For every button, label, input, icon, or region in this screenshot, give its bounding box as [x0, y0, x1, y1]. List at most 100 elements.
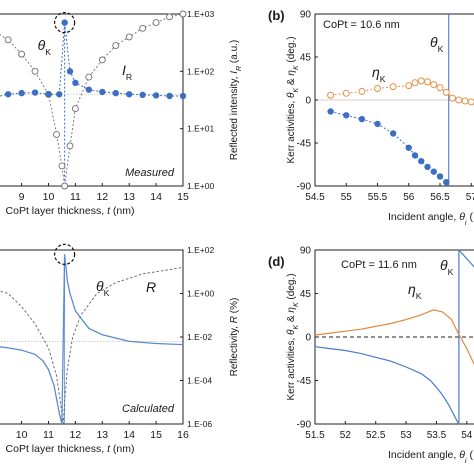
series-ir-point	[139, 24, 147, 32]
y-tick-label: 90	[300, 10, 312, 21]
x-tick-label: 11	[70, 191, 81, 203]
series-ir-point	[4, 36, 12, 44]
x-tick-label: 12	[96, 191, 108, 203]
series-ir-point	[66, 142, 74, 150]
series-thetak-point	[179, 92, 187, 100]
y-right-axis-label-part: R	[236, 66, 243, 71]
x-tick-label: 53	[401, 430, 413, 441]
y-axis-label-part: Kerr activities,	[286, 98, 297, 164]
series-ir-point	[18, 50, 26, 58]
series-thetak-point	[18, 89, 25, 97]
x-tick-label: 54	[461, 430, 473, 441]
x-tick-label: 10	[43, 191, 55, 203]
series-etak-point	[389, 83, 397, 91]
y-axis-label: Kerr activities, θK & ηK (deg.)	[286, 36, 300, 163]
series-thetak-point	[405, 144, 412, 151]
series-etak-point	[467, 98, 474, 106]
series-thetak-line	[330, 111, 450, 187]
thetak-series-label: θK	[96, 278, 110, 298]
series-thetak-line	[0, 22, 183, 97]
y-axis-label-part: θ	[286, 92, 297, 98]
panel-b-title: CoPt = 10.6 nm	[323, 19, 400, 31]
ir-series-label: IR	[122, 62, 132, 82]
series-etak-point	[405, 82, 413, 90]
series-thetak-point	[436, 173, 444, 180]
x-axis-label-part: i	[465, 456, 467, 465]
x-axis-label-part: CoPt layer thickness,	[6, 443, 108, 455]
y-right-tick-label: 1.E+01	[187, 124, 214, 134]
x-tick-label: 13	[123, 191, 135, 203]
x-tick-label: 15	[177, 191, 189, 203]
annotation-measured: Measured	[125, 167, 175, 179]
x-axis-label: CoPt layer thickness, t (nm)	[6, 443, 135, 455]
series-thetak-line	[0, 254, 184, 425]
y-right-tick-label: 1.E-02	[187, 332, 212, 342]
y-right-axis-label: Reflectivity, R (%)	[229, 298, 240, 377]
series-thetak-point	[125, 91, 133, 98]
panel-measured-thickness: 891011121314151.E+001.E+011.E+021.E+03Me…	[0, 9, 243, 217]
x-tick-label: 51.5	[305, 430, 325, 441]
series-ir-point	[85, 73, 93, 81]
y-tick-label: -45	[297, 139, 312, 150]
series-thetak-point	[389, 130, 397, 137]
y-right-axis-label-part: (a.u.)	[229, 40, 240, 66]
y-axis-label-part: &	[286, 76, 297, 88]
series-etak-point	[327, 91, 335, 99]
x-axis-label: Incident angle, θi (	[388, 211, 473, 227]
y-axis-label: Kerr activities, θK & ηK (deg.)	[286, 273, 300, 400]
series-etak-point	[424, 78, 431, 86]
y-axis-label-part: Kerr activities,	[286, 335, 297, 401]
panel-d-title: CoPt = 11.6 nm	[341, 259, 417, 271]
series-etak-point	[430, 81, 438, 89]
plot-frame	[0, 249, 184, 425]
series-thetak-point	[418, 157, 425, 165]
y-right-tick-label: 1.E-06	[187, 419, 212, 429]
series-etak-point	[461, 97, 469, 105]
series-etak-point	[417, 77, 425, 85]
x-axis-label-part: t	[107, 205, 111, 217]
series-thetak-point	[85, 86, 93, 93]
y-axis-label-part: (deg.)	[286, 273, 297, 302]
x-tick-label: 14	[123, 429, 135, 441]
series-thetak-point	[424, 163, 431, 171]
series-thetak-point	[152, 92, 160, 99]
series-ir-point	[53, 130, 61, 138]
series-thetak-point	[31, 89, 39, 96]
x-tick-label: 56.5	[430, 192, 450, 203]
y-axis-label-part: η	[286, 307, 297, 313]
x-tick-label: 13	[96, 429, 108, 441]
series-r-line	[0, 266, 184, 425]
plot-frame	[0, 13, 184, 187]
y-axis-label-part: θ	[286, 329, 297, 335]
x-tick-label: 53.5	[427, 430, 447, 441]
x-tick-label: 10	[16, 429, 28, 441]
y-right-axis-label-part: Reflectivity,	[229, 323, 240, 376]
x-tick-label: 55	[341, 192, 353, 203]
panel-calculated-thickness: 9101112131415161.E-061.E-041.E-021.E+001…	[0, 243, 240, 455]
series-thetak-point	[56, 91, 63, 98]
y-axis-label-part: K	[293, 302, 300, 307]
series-thetak-point	[430, 168, 437, 175]
thetak-series-label: θK	[440, 257, 454, 277]
y-right-axis-label-part: R	[229, 316, 240, 323]
series-thetak-tail	[458, 249, 474, 268]
series-ir-point	[61, 182, 69, 190]
x-axis-label-part: (nm)	[110, 443, 135, 455]
etak-series-label: ηK	[372, 64, 386, 84]
series-ir-point	[152, 19, 160, 27]
series-etak-point	[442, 88, 450, 96]
y-right-axis-label-part: Reflected intensity,	[229, 74, 240, 161]
x-tick-label: 16	[177, 429, 189, 441]
panel-label-d: (d)	[268, 254, 285, 269]
x-axis-label-part: Incident angle,	[388, 449, 459, 461]
y-right-tick-label: 1.E+00	[187, 289, 214, 299]
series-thetak-point	[327, 108, 334, 115]
series-ir-line	[0, 13, 184, 187]
y-right-axis-label: Reflected intensity, IR (a.u.)	[229, 40, 243, 161]
series-thetak-point	[443, 178, 450, 186]
y-right-tick-label: 1.E+02	[187, 245, 214, 255]
y-tick-label: -90	[297, 420, 312, 431]
thetak-series-label: θK	[38, 37, 52, 57]
